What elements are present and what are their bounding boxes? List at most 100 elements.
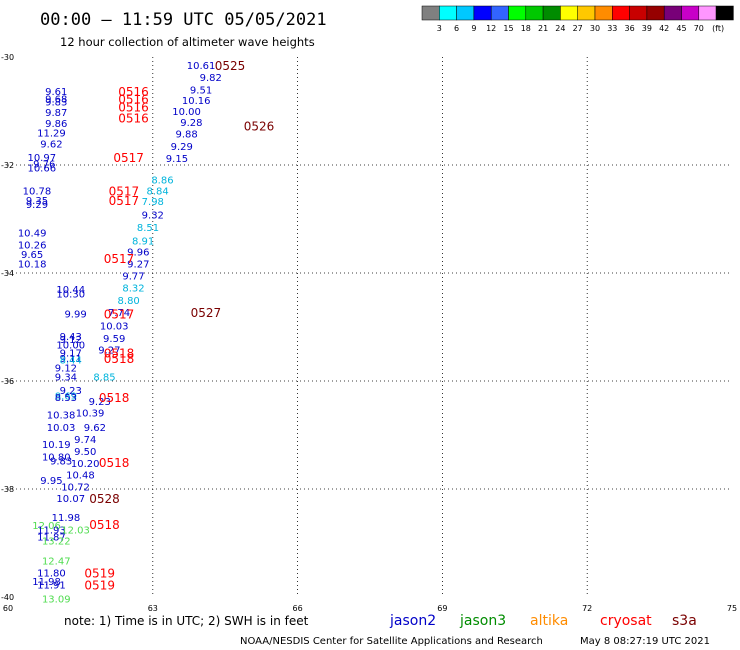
time-label: 0518: [89, 518, 120, 532]
wave-height-value: 8.32: [122, 284, 144, 295]
time-label: 0517: [113, 151, 144, 165]
colorbar-tick-label: 39: [642, 24, 652, 33]
wave-height-value: 9.35: [26, 196, 48, 207]
wave-height-value: 9.83: [50, 456, 72, 467]
wave-height-value: 8.69: [55, 392, 77, 403]
wave-height-value: 9.27: [98, 346, 120, 357]
wave-height-value: 9.87: [45, 108, 67, 119]
time-label: 0518: [104, 346, 135, 360]
y-tick-label: -38: [1, 485, 14, 494]
wave-height-value: 9.43: [60, 332, 82, 343]
wave-height-value: 13.22: [42, 536, 71, 547]
colorbar-swatch: [663, 5, 682, 21]
time-label: 0517: [104, 308, 135, 322]
grid: [8, 57, 732, 597]
wave-height-value: 9.27: [127, 259, 149, 270]
wave-height-value: 9.83: [45, 97, 67, 108]
time-label: 0528: [89, 492, 120, 506]
y-tick-label: -30: [1, 53, 14, 62]
wave-height-value: 10.07: [56, 494, 85, 505]
wave-height-value: 9.96: [127, 247, 149, 258]
colorbar-tick-label: 27: [573, 24, 583, 33]
wave-height-value: 9.23: [89, 397, 111, 408]
colorbar-tick-label: 24: [555, 24, 565, 33]
wave-height-value: 10.00: [56, 340, 85, 351]
wave-height-value: 10.48: [66, 470, 95, 481]
wave-height-value: 11.93: [37, 526, 66, 537]
wave-height-value: 10.26: [18, 240, 47, 251]
wave-height-value: 9.61: [45, 87, 67, 98]
wave-height-value: 12.03: [61, 526, 90, 537]
wave-height-value: 9.12: [55, 364, 77, 375]
wave-height-value: 11.80: [37, 569, 66, 580]
wave-height-value: 10.38: [47, 410, 76, 421]
wave-height-value: 9.62: [40, 139, 62, 150]
wave-height-value: 9.23: [60, 386, 82, 397]
time-label: 0527: [191, 306, 222, 320]
time-label: 0518: [99, 391, 130, 405]
wave-height-value: 8.44: [60, 355, 82, 366]
wave-height-value: 10.16: [182, 96, 211, 107]
wave-height-value: 9.99: [64, 310, 86, 321]
colorbar-swatch: [439, 5, 457, 21]
wave-height-value: 10.49: [18, 229, 47, 240]
time-label: 0516: [118, 93, 149, 107]
colorbar-tick-label: 6: [454, 24, 459, 33]
wave-height-value: 10.18: [18, 259, 47, 270]
time-label: 0516: [118, 85, 149, 99]
colorbar-tick-label: 15: [503, 24, 513, 33]
wave-height-value: 10.03: [47, 423, 76, 434]
wave-height-value: 10.66: [27, 164, 56, 175]
y-tick-label: -36: [1, 377, 14, 386]
wave-height-value: 11.29: [37, 129, 66, 140]
wave-values: 10.619.829.5110.1610.009.289.889.299.159…: [18, 61, 222, 606]
y-tick-label: -32: [1, 161, 14, 170]
colorbar-swatch: [490, 5, 509, 21]
wave-height-value: 8.80: [118, 296, 140, 307]
wave-height-value: 8.84: [146, 186, 168, 197]
wave-height-value: 12.06: [32, 521, 61, 532]
time-label: 0519: [84, 567, 115, 581]
wave-height-value: 7.74: [108, 308, 130, 319]
colorbar-swatch: [473, 5, 492, 21]
colorbar-tick-label: 18: [521, 24, 531, 33]
wave-height-value: 11.98: [52, 513, 81, 524]
time-label: 0516: [118, 101, 149, 115]
x-tick-label: 72: [582, 604, 592, 613]
colorbar-swatch: [612, 5, 630, 21]
colorbar-tick-label: 42: [659, 24, 669, 33]
time-label: 0517: [109, 194, 140, 208]
legend-jason3: jason3: [459, 613, 506, 629]
footer-note: note: 1) Time is in UTC; 2) SWH is in fe…: [64, 614, 309, 628]
axis-ticks: 60 63 66 69 72 75 -30 -32 -34 -36 -38 -40: [1, 53, 737, 613]
colorbar-tick-label: 3: [437, 24, 442, 33]
colorbar-tick-label: 30: [590, 24, 600, 33]
colorbar-swatch: [594, 5, 613, 21]
wave-height-value: 10.61: [187, 61, 216, 72]
colorbar-tick-label: 21: [538, 24, 548, 33]
wave-height-value: 9.28: [180, 118, 202, 129]
wave-height-value: 9.68: [45, 95, 67, 106]
colorbar-swatch: [715, 5, 734, 21]
time-label: 0517: [104, 252, 135, 266]
wave-height-value: 10.30: [56, 290, 85, 301]
wave-height-value: 9.82: [200, 73, 222, 84]
wave-height-value: 9.15: [166, 154, 188, 165]
wave-height-value: 9.51: [190, 85, 212, 96]
colorbar-unit: (ft): [712, 24, 724, 33]
wave-height-value: 10.72: [61, 482, 90, 493]
legend-s3a: s3a: [672, 613, 697, 629]
colorbar-swatch: [560, 5, 578, 21]
wave-height-value: 9.34: [55, 373, 77, 384]
time-label: 0516: [118, 111, 149, 125]
colorbar-swatch: [508, 5, 527, 21]
colorbar-swatch: [629, 5, 648, 21]
colorbar-swatch: [646, 5, 665, 21]
wave-height-value: 10.78: [23, 186, 52, 197]
x-tick-label: 66: [293, 604, 303, 613]
wave-height-value: 9.86: [45, 119, 67, 130]
wave-height-value: 9.76: [33, 159, 55, 170]
wave-height-value: 10.44: [56, 285, 85, 296]
colorbar-swatch: [456, 5, 475, 21]
colorbar-tick-label: 12: [486, 24, 496, 33]
